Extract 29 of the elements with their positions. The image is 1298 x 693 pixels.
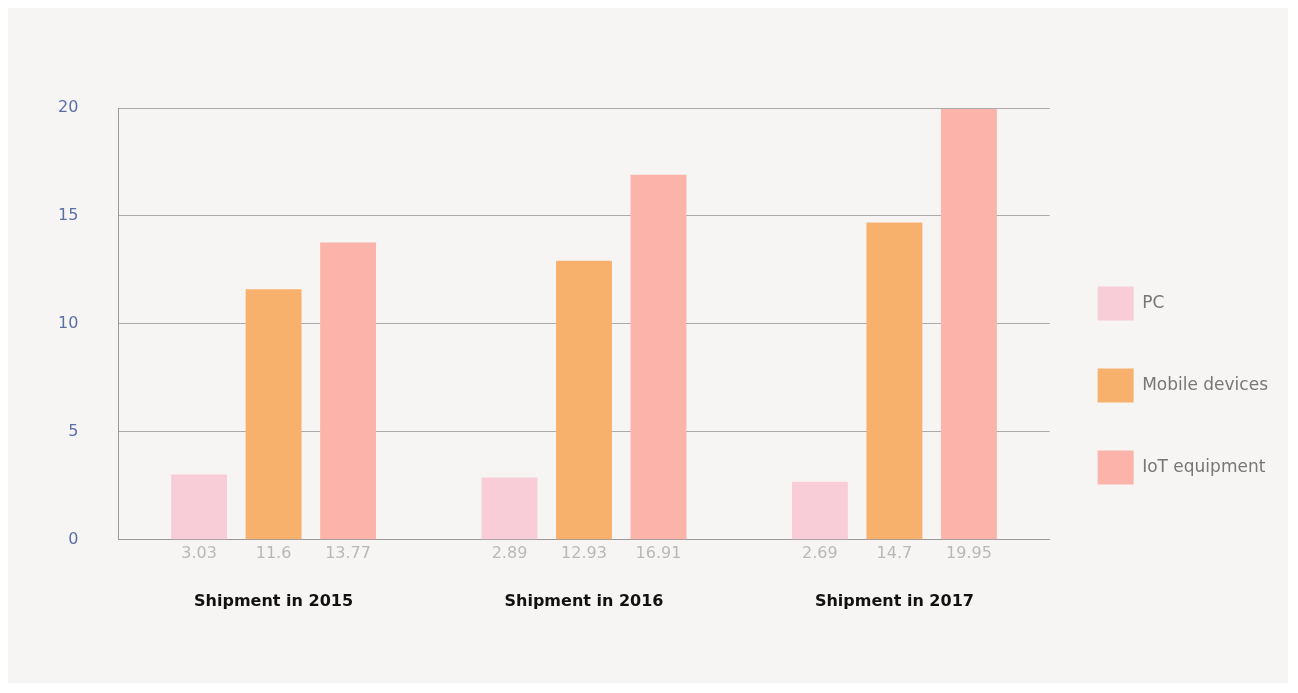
legend-label: IoT equipment xyxy=(1142,455,1266,476)
x-tick-label: Shipment in 2016 xyxy=(504,590,664,610)
data-label: 3.03 xyxy=(181,542,217,562)
bar xyxy=(940,109,997,540)
bar xyxy=(866,222,923,540)
data-label: 12.93 xyxy=(561,542,607,562)
data-label: 19.95 xyxy=(946,542,992,562)
bar xyxy=(320,242,377,540)
data-label: 2.89 xyxy=(491,542,528,562)
y-tick-label: 20 xyxy=(58,97,79,117)
bar xyxy=(245,289,302,540)
x-tick-label: Shipment in 2015 xyxy=(194,590,354,610)
data-label: 14.7 xyxy=(876,542,913,562)
bar xyxy=(791,481,848,540)
y-tick-label: 15 xyxy=(58,205,79,225)
legend-label: PC xyxy=(1142,291,1165,312)
bar xyxy=(630,174,687,540)
data-label: 2.69 xyxy=(802,542,838,562)
legend-label: Mobile devices xyxy=(1142,373,1269,394)
bar xyxy=(481,477,538,540)
data-label: 13.77 xyxy=(325,542,371,562)
y-tick-label: 10 xyxy=(58,313,79,333)
data-label: 16.91 xyxy=(635,542,682,562)
bar xyxy=(171,474,228,540)
y-tick-label: 0 xyxy=(68,528,79,548)
y-tick-label: 5 xyxy=(68,421,79,441)
x-tick-label: Shipment in 2017 xyxy=(814,590,974,610)
bar xyxy=(556,260,612,540)
data-label: 11.6 xyxy=(255,542,292,562)
